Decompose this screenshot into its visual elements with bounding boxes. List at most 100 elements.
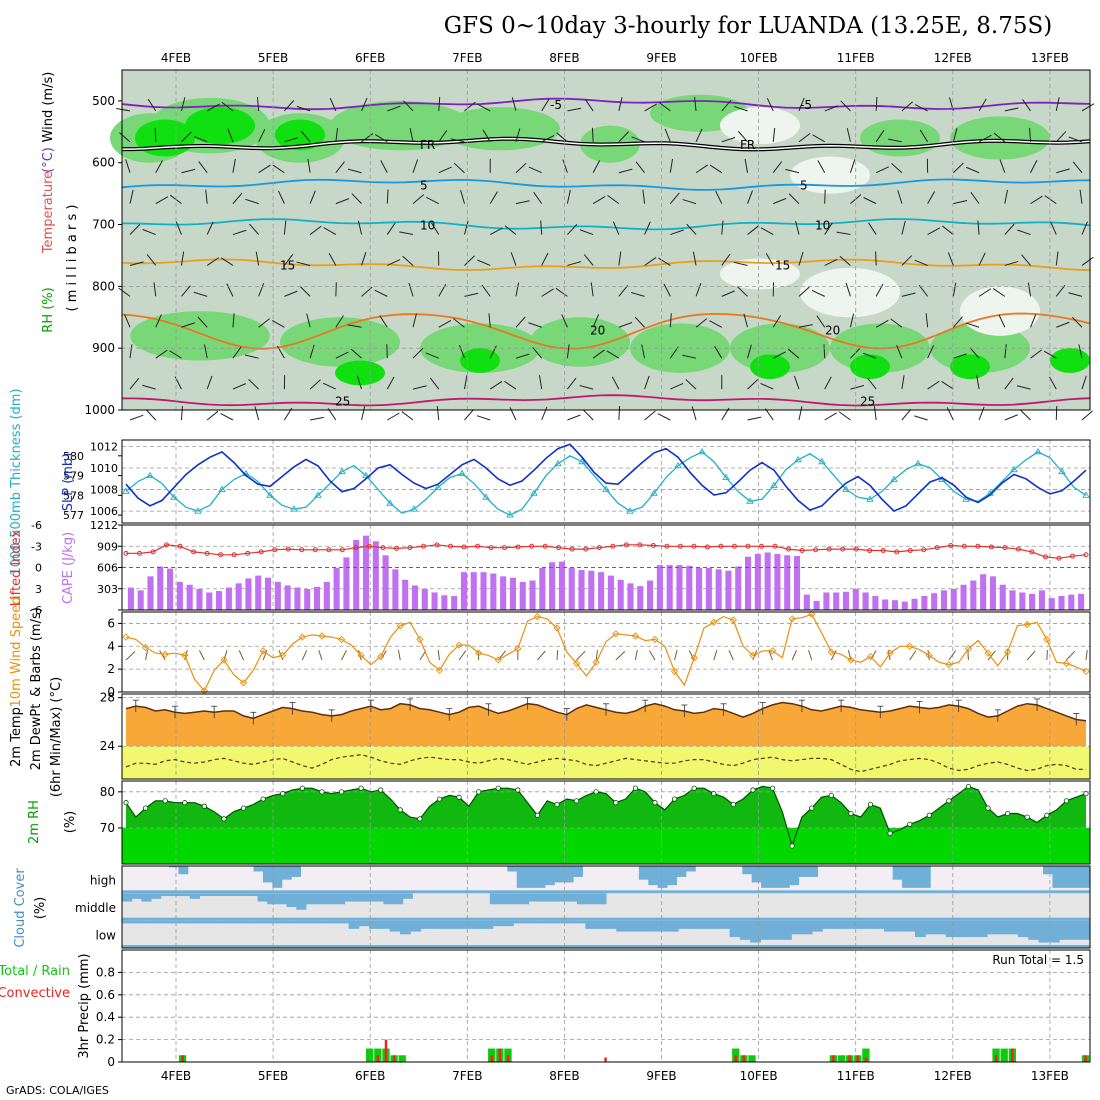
wind-barb <box>232 229 247 236</box>
wind-barb <box>733 261 748 266</box>
thickness-marker <box>1034 447 1042 455</box>
cloud-cell <box>523 920 535 924</box>
wind-barb <box>430 222 440 235</box>
wind-speed-marker <box>1062 659 1071 668</box>
precip-total-bar <box>398 1055 406 1062</box>
cloud-cell <box>935 920 947 935</box>
precip-conv-bar <box>848 1055 851 1062</box>
wind-barb <box>459 344 465 359</box>
wind-barb <box>952 282 957 297</box>
cape-bar <box>970 580 977 610</box>
cloud-cell <box>180 893 191 897</box>
precip-conv-bar <box>994 1055 998 1062</box>
cloud-layer-label: middle <box>75 901 116 915</box>
wind-barb <box>670 229 684 236</box>
wind-speed-marker <box>886 649 894 657</box>
y-tick-label: -3 <box>31 540 42 553</box>
cape-bar <box>431 592 438 610</box>
wind-barb <box>978 134 992 143</box>
wind-barb <box>528 166 542 174</box>
wind-barb <box>1056 168 1070 174</box>
li-marker <box>461 544 467 550</box>
y-tick-label: 80 <box>100 785 115 799</box>
wind-speed-marker <box>847 656 855 664</box>
dewpoint-line <box>125 754 1086 773</box>
wind-barb <box>541 252 549 266</box>
li-marker <box>813 547 819 553</box>
wind-speed-marker <box>161 650 169 658</box>
wind-barb <box>709 164 723 174</box>
rh-area <box>335 360 385 386</box>
wind-barb <box>669 346 679 359</box>
cape-bar <box>333 567 340 610</box>
rh-marker <box>946 798 952 804</box>
li-marker <box>758 543 764 549</box>
wind-barb <box>318 650 323 661</box>
rh-marker <box>926 812 932 818</box>
wind-barb <box>220 412 234 421</box>
cloud-cell <box>1059 920 1070 940</box>
wind-speed-marker <box>435 666 444 674</box>
wind-barb <box>669 192 680 204</box>
li-marker <box>191 549 197 555</box>
cape-bar <box>186 584 193 610</box>
precip-panel: 0 0.2 0.4 0.6 0.8 Run Total = 1.5 Total / Rain… <box>0 949 1091 1069</box>
wind-speed-axis-label: 10m Wind Speed <box>9 597 24 708</box>
cape-bar <box>235 583 242 610</box>
li-marker <box>339 547 345 553</box>
y-tick-label: 600 <box>92 156 115 170</box>
cape-bar <box>284 585 291 610</box>
cloud-cell <box>281 866 292 880</box>
cloud-cell <box>383 893 394 905</box>
cape-bar <box>480 572 487 610</box>
wind-barb <box>618 97 623 112</box>
cape-bar <box>823 592 830 610</box>
rh-area <box>860 119 940 157</box>
cloud-layer-label: low <box>96 928 117 942</box>
wind-barb <box>965 166 980 174</box>
cape-bar <box>519 581 526 610</box>
wind-speed-marker <box>239 679 248 687</box>
li-marker <box>137 550 143 556</box>
wind-barb <box>1026 650 1036 661</box>
li-marker <box>245 550 251 556</box>
cloud-band-base <box>122 890 1090 894</box>
rh-unit-label: (%) <box>63 811 78 834</box>
cloud-cell <box>492 920 504 927</box>
cloud-cell <box>976 920 988 938</box>
wind-barb <box>1049 376 1057 390</box>
cape-bar <box>1078 593 1085 610</box>
wind-barb <box>674 649 678 661</box>
wind-barb <box>476 415 491 421</box>
li-marker <box>177 543 183 549</box>
wind-barb <box>437 649 440 661</box>
wind-barb <box>1055 97 1060 112</box>
rh-area <box>530 317 630 367</box>
cloud-cell <box>163 920 174 924</box>
wind-barb <box>556 132 568 143</box>
cloud-cell <box>291 866 302 877</box>
precip-total-bar <box>366 1048 374 1062</box>
wind-barb <box>715 190 723 204</box>
top-date-label: 8FEB <box>549 51 579 65</box>
wind-barb <box>669 158 674 173</box>
rh-marker <box>299 785 305 791</box>
wind-barb <box>341 650 347 661</box>
wind-barb <box>634 649 638 661</box>
cloud-cell <box>533 920 545 924</box>
li-marker <box>975 543 981 549</box>
cape-bar <box>980 574 987 610</box>
li-marker <box>948 543 954 549</box>
wind-speed-marker <box>1023 620 1031 629</box>
wind-barb <box>721 100 732 112</box>
cloud-cell <box>334 893 346 905</box>
wind-barb <box>403 100 414 112</box>
cape-bar <box>666 565 673 610</box>
wind-barb <box>206 410 219 421</box>
bottom-date-label: 7FEB <box>452 1069 482 1083</box>
wind-barb <box>798 286 810 297</box>
wind-barb <box>590 282 594 297</box>
cloud-cell <box>344 893 355 902</box>
wind-speed-marker <box>259 647 267 655</box>
isotherm-label: 5 <box>420 178 428 192</box>
